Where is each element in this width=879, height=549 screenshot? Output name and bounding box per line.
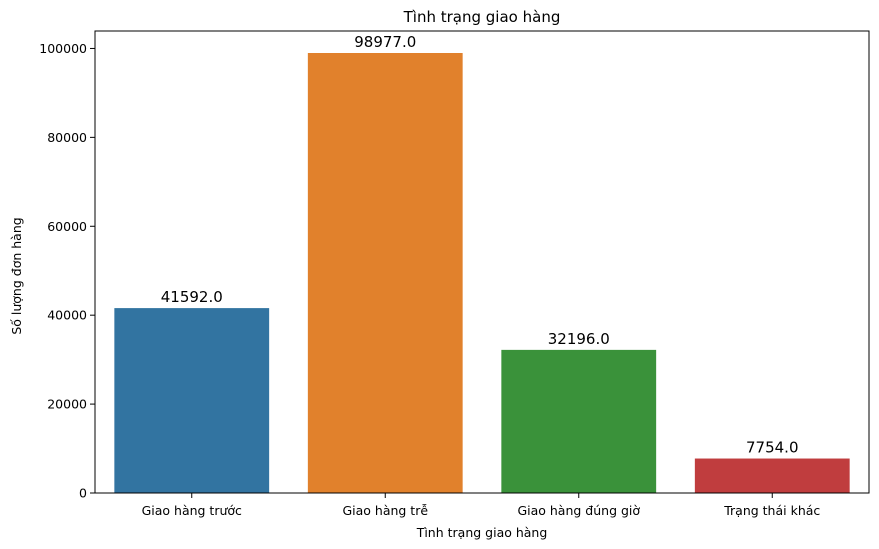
plot-frame — [94, 30, 870, 494]
data-label: 7754.0 — [746, 439, 799, 457]
x-tick-label: Trạng thái khác — [723, 503, 820, 518]
data-label: 98977.0 — [354, 33, 416, 51]
y-tick-label: 40000 — [47, 308, 87, 323]
bars-layer — [114, 53, 850, 493]
bar — [307, 53, 463, 493]
y-tick-label: 20000 — [47, 397, 87, 412]
data-labels: 41592.0 98977.0 32196.0 7754.0 — [161, 33, 799, 457]
data-label: 32196.0 — [548, 330, 610, 348]
bar — [501, 349, 657, 493]
x-axis-label: Tình trạng giao hàng — [416, 525, 548, 540]
y-axis-label: Số lượng đơn hàng — [9, 217, 24, 334]
data-label: 41592.0 — [161, 288, 223, 306]
y-tick-label: 80000 — [47, 130, 87, 145]
y-tick-label: 100000 — [39, 41, 87, 56]
bar — [694, 458, 850, 493]
x-tick-labels: Giao hàng trước Giao hàng trễ Giao hàng đú… — [142, 493, 820, 518]
x-tick-label: Giao hàng trước — [142, 503, 242, 518]
chart-title: Tình trạng giao hàng — [403, 8, 561, 26]
y-tick-label: 60000 — [47, 219, 87, 234]
y-tick-labels: 0 20000 40000 60000 80000 100000 — [39, 41, 95, 501]
x-tick-label: Giao hàng đúng giờ — [517, 503, 640, 518]
x-tick-label: Giao hàng trễ — [342, 503, 428, 518]
bar — [114, 308, 270, 493]
y-tick-label: 0 — [79, 486, 87, 501]
